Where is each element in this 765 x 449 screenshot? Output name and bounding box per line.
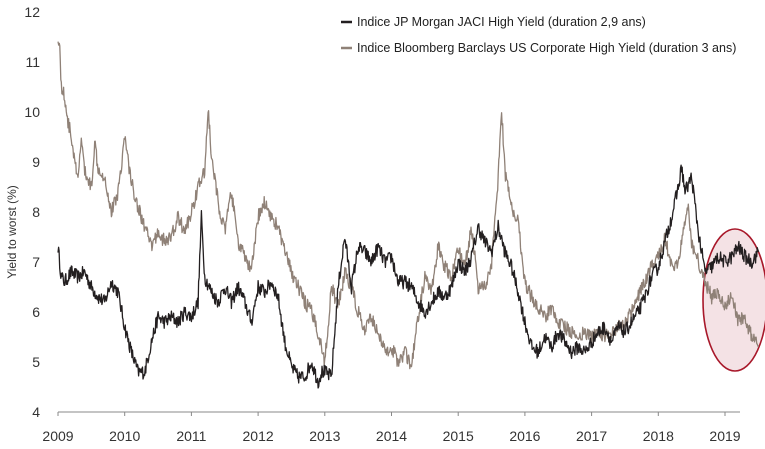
y-tick-10: 10 [24,104,40,120]
y-tick-7: 7 [32,254,40,270]
x-tick-2009: 2009 [42,428,73,444]
x-tick-2013: 2013 [309,428,340,444]
x-tick-2015: 2015 [443,428,474,444]
x-tick-2018: 2018 [643,428,674,444]
x-tick-2016: 2016 [509,428,540,444]
y-tick-8: 8 [32,204,40,220]
series-line-bbg [57,41,760,370]
y-tick-11: 11 [25,54,40,70]
x-tick-2014: 2014 [376,428,407,444]
x-tick-2011: 2011 [176,428,206,444]
y-tick-5: 5 [32,354,40,370]
y-tick-labels: 4 5 6 7 8 9 10 11 12 [24,4,40,420]
y-tick-12: 12 [24,4,40,20]
x-tick-2012: 2012 [243,428,274,444]
legend: Indice JP Morgan JACI High Yield (durati… [341,15,736,55]
y-tick-6: 6 [32,304,40,320]
legend-label-jaci: Indice JP Morgan JACI High Yield (durati… [357,15,646,29]
legend-label-bbg: Indice Bloomberg Barclays US Corporate H… [357,41,736,55]
y-tick-4: 4 [32,404,40,420]
y-axis-label: Yield to worst (%) [5,185,19,279]
series-line-jaci [57,164,760,389]
x-tick-2017: 2017 [576,428,607,444]
series-lines [57,41,760,389]
x-tick-labels: 2009 2010 2011 2012 2013 2014 2015 2016 2017 2018… [42,412,741,444]
x-tick-2019: 2019 [709,428,740,444]
y-tick-9: 9 [32,154,40,170]
x-tick-2010: 2010 [109,428,140,444]
